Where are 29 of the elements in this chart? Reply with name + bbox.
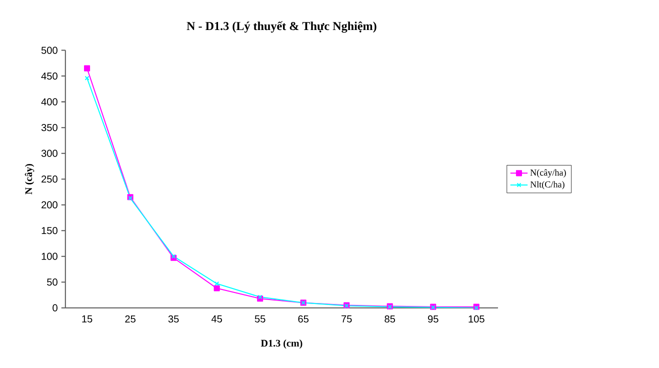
point xyxy=(214,285,220,292)
y-tick-label: 400 xyxy=(41,98,58,106)
point xyxy=(84,65,90,72)
legend-label: Nlt(C/ha) xyxy=(530,180,564,190)
x-tick-label: 85 xyxy=(384,315,396,322)
x-tick-label: 45 xyxy=(211,315,222,322)
x-tick-label: 55 xyxy=(254,315,266,322)
y-tick-label: 500 xyxy=(41,46,58,54)
chart-title: N - D1.3 (Lý thuyết & Thực Nghiệm) xyxy=(186,21,376,33)
y-tick-label: 450 xyxy=(41,72,58,80)
x-tick-label: 15 xyxy=(82,315,92,322)
point xyxy=(214,281,220,286)
y-tick-label: 100 xyxy=(42,252,58,260)
y-tick-label: 250 xyxy=(42,175,58,183)
x-tick-label: 95 xyxy=(428,315,438,322)
y-tick-label: 200 xyxy=(42,201,58,208)
x-tick-label: 25 xyxy=(125,315,136,322)
x-tick-label: 35 xyxy=(168,315,179,322)
x-tick-label: 65 xyxy=(298,315,309,322)
legend-label: N(cây/ha) xyxy=(530,169,566,178)
y-tick-label: 350 xyxy=(41,124,58,132)
y-tick-label: 50 xyxy=(47,278,58,286)
y-tick-label: 0 xyxy=(52,304,58,312)
x-tick-label: 105 xyxy=(468,315,484,322)
x-tick-label: 75 xyxy=(342,315,352,322)
y-tick-label: 150 xyxy=(42,226,58,234)
y-tick-label: 300 xyxy=(41,150,58,157)
y-axis-title: N (cây) xyxy=(24,164,34,194)
x-axis-title: D1.3 (cm) xyxy=(260,339,302,349)
